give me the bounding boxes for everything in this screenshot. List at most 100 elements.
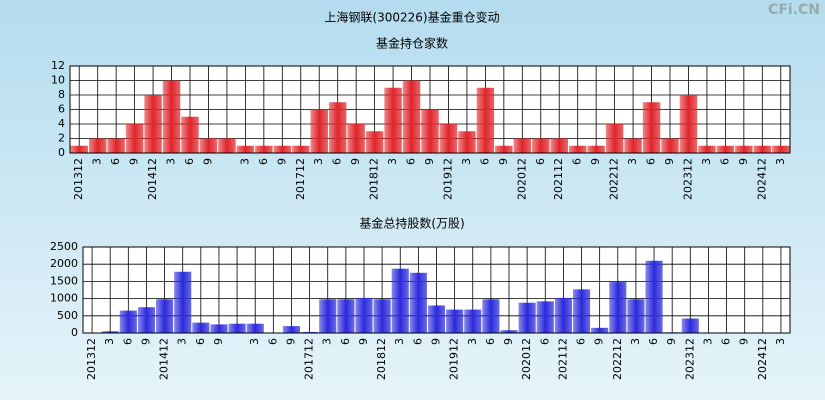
x-tick-label: 201812 <box>368 158 381 200</box>
y-tick-label: 12 <box>51 59 65 72</box>
bar <box>427 305 446 333</box>
x-tick-label: 9 <box>497 158 510 165</box>
x-tick-label: 3 <box>393 338 406 345</box>
bar <box>518 302 536 333</box>
bar <box>536 301 554 333</box>
bar <box>88 138 107 153</box>
bar <box>482 299 500 333</box>
bar <box>568 145 587 153</box>
bar <box>681 318 699 333</box>
x-tick-label: 3 <box>312 158 325 165</box>
bar <box>137 307 156 333</box>
x-tick-label: 201712 <box>303 338 316 380</box>
bar <box>273 145 292 153</box>
bar <box>310 109 328 153</box>
y-tick-label: 2 <box>58 132 65 145</box>
x-tick-label: 202412 <box>756 338 769 380</box>
x-tick-label: 9 <box>665 338 678 345</box>
x-tick-label: 9 <box>349 158 362 165</box>
bar <box>627 299 645 333</box>
plot-border <box>69 65 791 154</box>
bar <box>156 299 174 333</box>
x-tick-label: 9 <box>284 338 297 345</box>
x-tick-label: 3 <box>774 158 787 165</box>
x-tick-label: 202312 <box>683 338 696 380</box>
x-tick-label: 202012 <box>520 338 533 380</box>
x-tick-label: 6 <box>718 158 731 165</box>
x-tick-label: 9 <box>593 338 606 345</box>
x-tick-label: 3 <box>700 158 713 165</box>
bar <box>554 297 572 333</box>
chart-subtitle: 基金持仓家数 <box>376 36 448 51</box>
bar <box>162 80 181 153</box>
bar <box>476 87 495 153</box>
x-tick-label: 6 <box>257 158 270 165</box>
bar <box>446 309 464 333</box>
bar <box>218 138 236 153</box>
y-tick-label: 1000 <box>50 292 78 305</box>
x-tick-label: 202412 <box>755 158 768 200</box>
x-tick-label: 6 <box>645 158 658 165</box>
bar <box>642 102 661 153</box>
bar <box>101 331 119 333</box>
x-tick-label: 6 <box>266 338 279 345</box>
x-tick-label: 6 <box>575 338 588 345</box>
x-tick-label: 3 <box>460 158 473 165</box>
y-tick-label: 2500 <box>50 240 78 253</box>
x-tick-label: 3 <box>91 158 104 165</box>
x-tick-label: 6 <box>183 158 196 165</box>
bar <box>698 145 716 153</box>
x-tick-label: 9 <box>663 158 676 165</box>
x-tick-label: 202312 <box>681 158 694 200</box>
bar <box>587 145 605 153</box>
x-tick-label: 201912 <box>448 338 461 380</box>
x-tick-label: 9 <box>357 338 370 345</box>
bar <box>605 124 624 153</box>
x-tick-label: 202112 <box>552 158 565 200</box>
x-tick-label: 6 <box>339 338 352 345</box>
bar <box>513 138 532 153</box>
bar <box>591 327 609 333</box>
bar <box>735 145 753 153</box>
bar <box>402 80 421 153</box>
bar <box>355 297 373 333</box>
x-tick-label: 201312 <box>72 158 85 200</box>
x-tick-label: 6 <box>571 158 584 165</box>
x-tick-label: 6 <box>109 158 122 165</box>
bar <box>301 331 319 333</box>
bar <box>192 322 210 333</box>
bar <box>246 323 264 333</box>
x-tick-label: 3 <box>701 338 714 345</box>
bar <box>384 87 402 153</box>
chart-title: 上海钢联(300226)基金重仓变动 <box>324 10 499 25</box>
x-tick-label: 6 <box>538 338 551 345</box>
x-tick-label: 9 <box>589 158 602 165</box>
bar <box>107 138 125 153</box>
x-tick-label: 9 <box>502 338 515 345</box>
bar <box>753 145 772 153</box>
bar <box>174 271 192 333</box>
bar <box>458 131 476 153</box>
x-tick-label: 9 <box>201 158 214 165</box>
bar <box>328 102 347 153</box>
bar <box>210 324 228 333</box>
x-tick-label: 202212 <box>608 158 621 200</box>
bar <box>236 145 255 153</box>
x-tick-label: 202012 <box>515 158 528 200</box>
y-tick-label: 2000 <box>50 257 78 270</box>
bar <box>365 131 384 153</box>
bar <box>319 299 337 333</box>
x-tick-label: 9 <box>275 158 288 165</box>
x-tick-label: 3 <box>466 338 479 345</box>
bar <box>572 289 591 333</box>
x-tick-label: 6 <box>331 158 344 165</box>
bar <box>199 138 218 153</box>
bar <box>609 282 627 333</box>
x-tick-label: 9 <box>423 158 436 165</box>
bar <box>500 330 518 333</box>
x-tick-label: 6 <box>411 338 424 345</box>
x-tick-label: 9 <box>128 158 141 165</box>
bar <box>292 145 310 153</box>
x-tick-label: 9 <box>737 158 750 165</box>
